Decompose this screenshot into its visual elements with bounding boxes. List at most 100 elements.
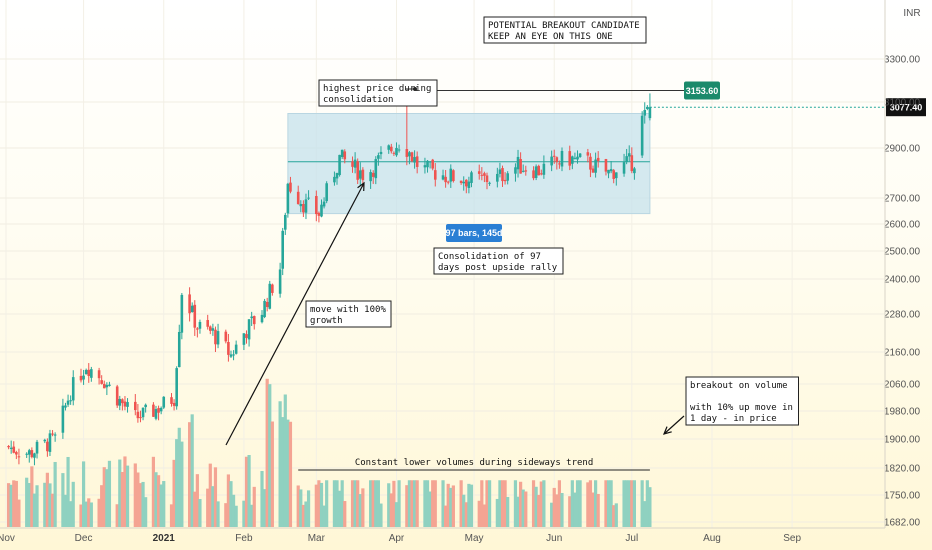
candle-body [43,439,47,442]
x-tick-label: Nov [0,533,15,544]
volume-bar [534,486,538,527]
highest-price-note-text: consolidation [323,95,393,105]
y-tick-label: 1682.00 [884,518,921,529]
candle-body [33,453,36,458]
volume-bar [557,480,562,527]
candle-body [139,417,142,419]
candle-body [614,172,618,179]
volume-bar [480,480,484,527]
x-tick-label: Jun [546,533,562,544]
volume-bar [361,488,365,527]
volume-bar [498,480,502,527]
candle-body [576,156,579,160]
candle-body [211,328,215,331]
range-stats-label: 97 bars, 145d [445,228,502,238]
x-tick-label: Mar [308,533,326,544]
candle-body [612,170,616,179]
candle-body [252,316,256,325]
candle-body [79,375,83,381]
volume-bar [464,502,468,527]
volume-bar [542,480,546,527]
highest-price-note-text: highest price during [323,84,431,94]
volume-bar [229,481,233,527]
volume-bar [410,480,414,527]
volume-bar [265,378,269,527]
candle-body [144,404,147,408]
candle-body [514,167,517,174]
candle-body [395,147,398,156]
volume-bar [260,470,264,527]
candle-body [426,160,429,168]
candle-body [433,170,437,180]
volume-bar [506,496,510,527]
breakout-volume-note-box [685,376,799,426]
candle-body [390,146,393,152]
volume-bar [193,491,197,527]
candle-body [589,156,592,170]
candle-body [27,450,31,455]
candle-body [369,172,372,182]
volume-bar [213,467,218,527]
breakout-volume-note-text: 1 day - in price [690,414,777,424]
candle-body [462,181,466,184]
candle-body [53,434,57,436]
volume-bar [459,480,463,527]
y-tick-label: 3100.00 [884,98,921,109]
candle-body [193,304,197,328]
candle-body [431,159,434,169]
highest-price-note-box [318,79,438,107]
volume-bar [105,469,109,527]
candle-body [488,182,491,184]
volume-bar [247,455,251,527]
volume-bar [513,480,518,527]
candle-body [152,404,155,417]
volume-bar [371,480,375,527]
volume-bar [521,489,525,527]
volume-bar [234,505,238,527]
volume-bar [632,480,636,527]
candle-body [552,155,556,157]
volume-bar [332,480,337,527]
candle-body [340,149,344,157]
breakout-volume-note-text: with 10% up move in [690,403,793,413]
candle-body [7,446,10,448]
candle-body [387,145,391,150]
candle-body [537,165,541,176]
volume-bar [609,480,613,527]
candle-body [633,168,636,174]
volume-bar [48,483,52,527]
candle-body [154,409,158,419]
candle-body [648,107,652,119]
volume-bar [446,483,450,527]
candle-body [534,166,538,179]
growth-arrow [225,182,365,446]
candle-body [560,150,564,167]
candle-body [622,162,626,174]
volume-bar [35,485,39,527]
high-price-tag-label: 3153.60 [686,86,719,96]
volume-bar [89,502,93,527]
volume-bar [268,384,272,527]
candle-body [646,106,649,109]
y-tick-label: 1900.00 [884,435,921,446]
candle-body [467,181,471,188]
volume-bar [115,504,119,527]
x-tick-label: Feb [235,533,253,544]
volume-bar [87,498,91,527]
candle-body [643,109,647,116]
candle-body [333,176,336,183]
breakout-candidate-note-text: POTENTIAL BREAKOUT CANDIDATE [488,21,640,31]
volume-bar [69,501,73,527]
volume-bar [397,480,401,527]
volume-bar [415,480,419,527]
x-tick-label: Apr [389,533,405,544]
volume-bar [301,504,305,527]
range-stats-badge [446,224,502,242]
volume-bar [588,480,593,527]
x-tick-label: May [465,533,484,544]
volume-bar [177,427,181,527]
candle-body [604,159,608,172]
candle-body [296,191,300,205]
candle-body [630,155,634,172]
